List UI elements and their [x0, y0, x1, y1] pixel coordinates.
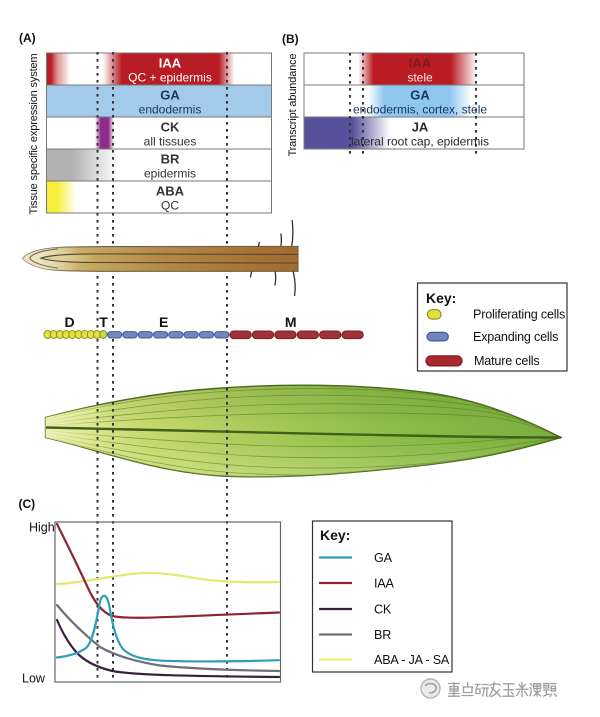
svg-text:BR: BR — [161, 152, 180, 167]
svg-text:all tissues: all tissues — [144, 135, 197, 149]
svg-text:CK: CK — [161, 120, 180, 135]
svg-text:JA: JA — [412, 120, 429, 135]
svg-text:E: E — [159, 314, 168, 330]
svg-text:Expanding cells: Expanding cells — [473, 330, 558, 344]
svg-text:IAA: IAA — [159, 56, 182, 71]
svg-text:endodermis, cortex, stele: endodermis, cortex, stele — [353, 103, 487, 117]
svg-text:Mature cells: Mature cells — [474, 354, 540, 368]
svg-text:(A): (A) — [19, 31, 36, 45]
svg-text:GA: GA — [374, 551, 393, 565]
svg-text:BR: BR — [374, 628, 391, 642]
svg-text:GA: GA — [410, 88, 430, 103]
svg-text:(C): (C) — [19, 497, 36, 511]
svg-text:M: M — [285, 314, 297, 330]
svg-text:ABA: ABA — [156, 184, 185, 199]
svg-text:CK: CK — [374, 603, 392, 617]
svg-text:epidermis: epidermis — [144, 167, 196, 181]
svg-text:High: High — [29, 521, 55, 535]
svg-text:GA: GA — [160, 88, 180, 103]
svg-text:IAA: IAA — [409, 56, 432, 71]
svg-text:T: T — [99, 314, 108, 330]
svg-text:Proliferating cells: Proliferating cells — [473, 308, 565, 322]
svg-text:(B): (B) — [282, 32, 299, 46]
svg-text:QC: QC — [161, 199, 179, 213]
svg-text:Low: Low — [22, 672, 46, 686]
svg-text:Tissue specific expression sys: Tissue specific expression system — [28, 54, 40, 215]
svg-text:Transcript abundance: Transcript abundance — [287, 53, 299, 156]
svg-text:stele: stele — [407, 71, 433, 85]
svg-text:Key:: Key: — [320, 527, 350, 543]
svg-text:lateral root cap, epidermis: lateral root cap, epidermis — [351, 135, 489, 149]
svg-text:IAA: IAA — [374, 577, 394, 591]
svg-text:Key:: Key: — [426, 290, 456, 306]
svg-text:D: D — [64, 314, 74, 330]
svg-text:endodermis: endodermis — [139, 103, 202, 117]
svg-text:QC + epidermis: QC + epidermis — [128, 71, 212, 85]
svg-text:ABA - JA - SA: ABA - JA - SA — [374, 653, 450, 667]
